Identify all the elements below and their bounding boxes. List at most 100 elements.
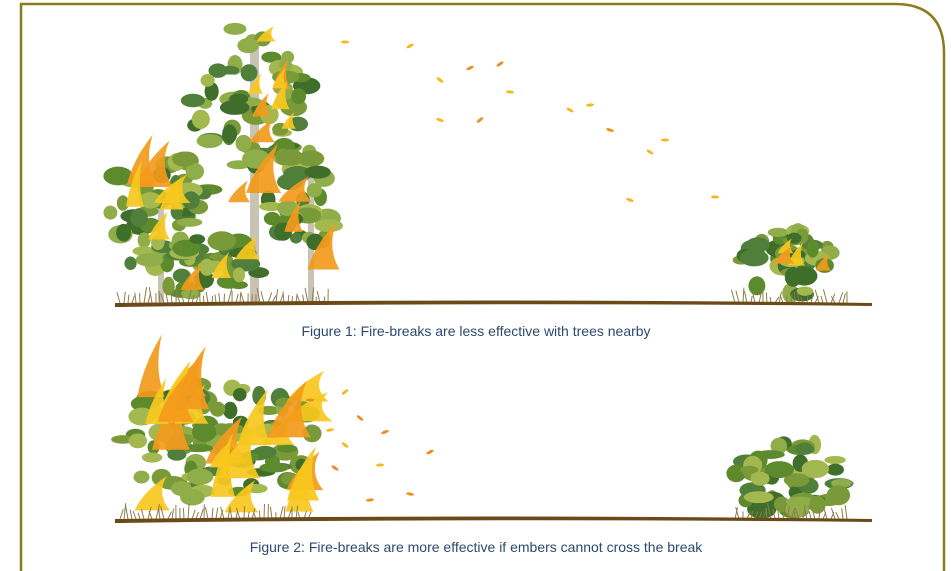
leaf-cluster bbox=[204, 82, 219, 101]
flame bbox=[228, 180, 251, 203]
grass bbox=[205, 291, 209, 304]
grass bbox=[180, 292, 185, 304]
leaf-cluster bbox=[219, 100, 250, 115]
flame bbox=[134, 475, 171, 511]
leaf-cluster bbox=[199, 258, 215, 276]
leaf-cluster bbox=[124, 256, 137, 271]
leaf-cluster bbox=[116, 223, 132, 242]
leaf-cluster bbox=[176, 217, 203, 227]
figure-1 bbox=[103, 22, 848, 304]
grass bbox=[782, 504, 786, 520]
grass bbox=[796, 292, 800, 304]
grass bbox=[790, 294, 793, 304]
leaf-cluster bbox=[207, 231, 237, 251]
grass bbox=[750, 510, 754, 520]
leaf-cluster bbox=[796, 286, 814, 296]
grass bbox=[160, 293, 165, 304]
leaf-cluster bbox=[182, 191, 200, 210]
grass bbox=[776, 507, 780, 520]
flame bbox=[787, 242, 805, 266]
grass bbox=[127, 294, 130, 304]
grass bbox=[822, 289, 828, 304]
flame bbox=[281, 111, 296, 129]
leaf-cluster bbox=[304, 165, 331, 179]
leaf-cluster bbox=[259, 462, 289, 473]
grass bbox=[148, 510, 153, 520]
leaf-cluster bbox=[289, 232, 303, 244]
grass bbox=[140, 508, 145, 520]
grass bbox=[804, 510, 808, 520]
grass bbox=[167, 511, 172, 520]
flame bbox=[211, 252, 232, 278]
grass bbox=[800, 296, 804, 304]
ember bbox=[586, 103, 594, 107]
leaf-cluster bbox=[185, 162, 205, 180]
flame bbox=[210, 433, 236, 497]
grass bbox=[754, 511, 759, 520]
leaf-cluster bbox=[261, 51, 282, 63]
leaf-cluster bbox=[767, 227, 789, 237]
flame bbox=[125, 159, 144, 207]
flame bbox=[272, 67, 288, 89]
grass bbox=[164, 290, 169, 304]
ember bbox=[496, 61, 504, 67]
flame bbox=[252, 93, 271, 117]
flame bbox=[267, 380, 312, 438]
grass bbox=[123, 291, 126, 304]
leaf-cluster bbox=[232, 267, 246, 283]
leaf-cluster bbox=[302, 424, 322, 443]
leaf-cluster bbox=[291, 88, 307, 105]
leaf-cluster bbox=[191, 109, 210, 129]
flame bbox=[271, 80, 290, 110]
flame bbox=[157, 370, 194, 422]
ember bbox=[376, 463, 384, 467]
ground-line bbox=[115, 516, 872, 523]
leaf-cluster bbox=[297, 150, 325, 167]
figure-2 bbox=[111, 334, 854, 520]
grass bbox=[134, 292, 137, 304]
leaf-cluster bbox=[103, 166, 133, 186]
leaf-cluster bbox=[139, 192, 162, 209]
grass bbox=[137, 512, 141, 520]
ember bbox=[306, 398, 314, 402]
leaf-cluster bbox=[151, 468, 172, 487]
leaf-cluster bbox=[795, 442, 814, 455]
leaf-cluster bbox=[229, 280, 248, 290]
leaf-cluster bbox=[167, 448, 187, 461]
leaf-cluster bbox=[801, 459, 830, 479]
grass bbox=[227, 287, 233, 304]
leaf-cluster bbox=[133, 470, 150, 484]
leaf-cluster bbox=[237, 37, 259, 54]
grass bbox=[195, 290, 201, 304]
leaf-cluster bbox=[831, 478, 852, 488]
grass bbox=[810, 504, 816, 520]
flame bbox=[256, 25, 276, 42]
figure-caption: Figure 2: Fire-breaks are more effective… bbox=[250, 539, 704, 555]
grass bbox=[269, 506, 273, 520]
leaf-cluster bbox=[128, 433, 148, 449]
ember bbox=[331, 465, 339, 471]
ember bbox=[466, 65, 474, 71]
leaf-cluster bbox=[306, 183, 323, 198]
leaf-cluster bbox=[130, 208, 148, 228]
flame bbox=[278, 176, 313, 202]
grass bbox=[735, 507, 740, 520]
grass bbox=[778, 291, 782, 304]
grass bbox=[191, 509, 196, 520]
grass bbox=[814, 289, 820, 304]
grass bbox=[256, 288, 261, 304]
grass bbox=[822, 505, 828, 520]
ember bbox=[506, 90, 514, 94]
grass bbox=[229, 507, 233, 520]
grass bbox=[260, 291, 265, 304]
grass bbox=[187, 503, 190, 520]
leaf-cluster bbox=[222, 124, 237, 144]
ember bbox=[341, 40, 349, 44]
grass bbox=[116, 291, 121, 304]
leaf-cluster bbox=[785, 496, 815, 507]
grass bbox=[223, 293, 226, 304]
leaf-cluster bbox=[172, 268, 191, 283]
grass bbox=[235, 507, 241, 520]
grass bbox=[838, 292, 844, 304]
leaf-cluster bbox=[180, 489, 205, 506]
